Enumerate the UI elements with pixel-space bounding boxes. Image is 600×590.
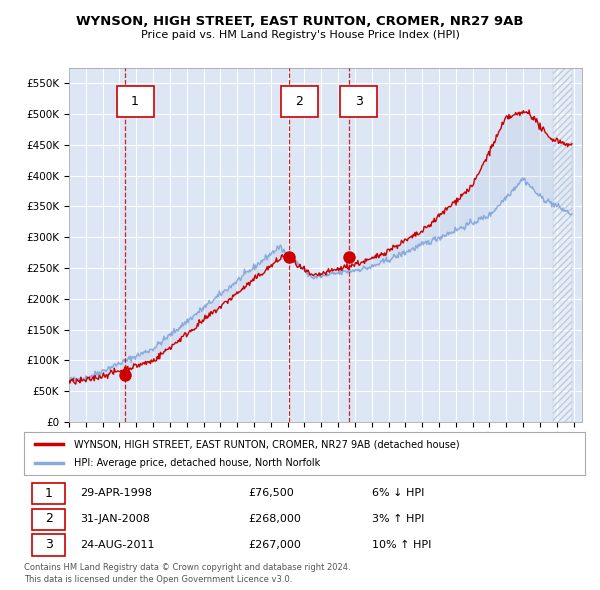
FancyBboxPatch shape bbox=[340, 86, 377, 117]
Text: 3: 3 bbox=[355, 95, 363, 108]
Text: 1: 1 bbox=[45, 487, 53, 500]
Text: This data is licensed under the Open Government Licence v3.0.: This data is licensed under the Open Gov… bbox=[24, 575, 292, 584]
Text: Contains HM Land Registry data © Crown copyright and database right 2024.: Contains HM Land Registry data © Crown c… bbox=[24, 563, 350, 572]
Text: WYNSON, HIGH STREET, EAST RUNTON, CROMER, NR27 9AB: WYNSON, HIGH STREET, EAST RUNTON, CROMER… bbox=[76, 15, 524, 28]
Text: Price paid vs. HM Land Registry's House Price Index (HPI): Price paid vs. HM Land Registry's House … bbox=[140, 30, 460, 40]
Text: 24-AUG-2011: 24-AUG-2011 bbox=[80, 540, 155, 550]
Text: HPI: Average price, detached house, North Norfolk: HPI: Average price, detached house, Nort… bbox=[74, 458, 321, 468]
Text: 1: 1 bbox=[131, 95, 139, 108]
Text: £76,500: £76,500 bbox=[248, 489, 294, 499]
FancyBboxPatch shape bbox=[116, 86, 154, 117]
Text: £268,000: £268,000 bbox=[248, 514, 301, 524]
Text: 3: 3 bbox=[45, 538, 53, 551]
Text: 6% ↓ HPI: 6% ↓ HPI bbox=[372, 489, 424, 499]
FancyBboxPatch shape bbox=[32, 483, 65, 504]
Text: £267,000: £267,000 bbox=[248, 540, 301, 550]
FancyBboxPatch shape bbox=[281, 86, 317, 117]
FancyBboxPatch shape bbox=[32, 509, 65, 530]
FancyBboxPatch shape bbox=[32, 535, 65, 556]
Text: 10% ↑ HPI: 10% ↑ HPI bbox=[372, 540, 431, 550]
Text: WYNSON, HIGH STREET, EAST RUNTON, CROMER, NR27 9AB (detached house): WYNSON, HIGH STREET, EAST RUNTON, CROMER… bbox=[74, 440, 460, 450]
Text: 2: 2 bbox=[295, 95, 303, 108]
Text: 31-JAN-2008: 31-JAN-2008 bbox=[80, 514, 150, 524]
Text: 3% ↑ HPI: 3% ↑ HPI bbox=[372, 514, 424, 524]
Text: 29-APR-1998: 29-APR-1998 bbox=[80, 489, 152, 499]
Text: 2: 2 bbox=[45, 513, 53, 526]
